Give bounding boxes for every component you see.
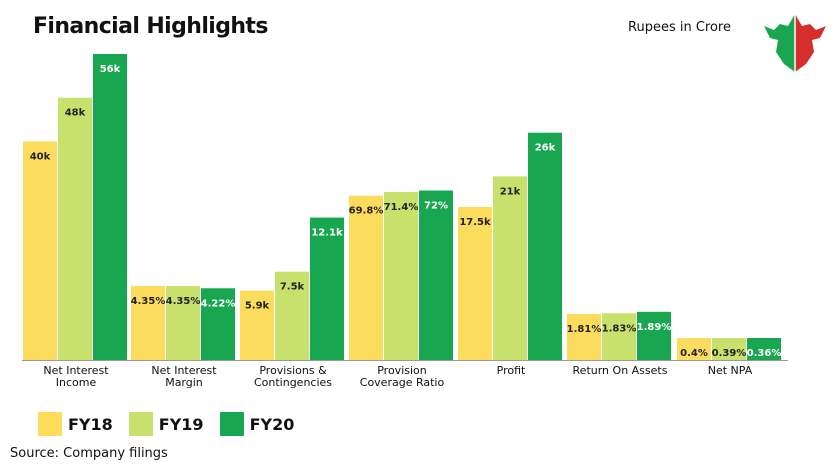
data-label: 26k [535, 143, 556, 154]
unit-note: Rupees in Crore [628, 20, 731, 35]
bar [567, 313, 601, 360]
chart-legend: FY18 FY19 FY20 [38, 412, 310, 436]
data-label: 17.5k [459, 217, 491, 228]
bar [201, 288, 235, 360]
category-label: Contingencies [254, 376, 332, 389]
legend-label-fy20: FY20 [249, 414, 295, 434]
category-label: Provisions & [259, 364, 327, 377]
data-label: 71.4% [384, 202, 419, 213]
data-label: 7.5k [280, 282, 305, 293]
bar [637, 311, 671, 360]
source-note: Source: Company filings [10, 446, 168, 461]
bar [93, 54, 127, 360]
legend-item-fy20: FY20 [219, 412, 295, 436]
data-label: 69.8% [349, 206, 384, 217]
category-label: Net Interest [43, 364, 109, 377]
data-label: 1.83% [602, 323, 637, 334]
category-label: Coverage Ratio [360, 376, 445, 389]
bar [712, 338, 746, 360]
data-label: 1.81% [567, 324, 602, 335]
page-title: Financial Highlights [33, 14, 268, 39]
category-label: Provision [377, 364, 427, 377]
data-label: 12.1k [311, 228, 343, 239]
data-label: 0.39% [712, 348, 747, 359]
legend-item-fy18: FY18 [38, 412, 113, 436]
bar [602, 313, 636, 360]
legend-label-fy18: FY18 [68, 414, 113, 434]
bar [747, 338, 781, 360]
bar [493, 176, 527, 360]
bear-logo-half [795, 14, 826, 72]
bar [528, 132, 562, 360]
category-label: Profit [497, 364, 526, 377]
data-label: 4.22% [201, 298, 236, 309]
bar [458, 207, 492, 360]
bull-logo-half [764, 14, 795, 72]
data-label: 21k [500, 186, 521, 197]
data-label: 4.35% [131, 296, 166, 307]
bar [419, 190, 453, 360]
data-label: 40k [30, 151, 51, 162]
category-label: Net NPA [708, 364, 753, 377]
bar [58, 97, 92, 360]
bar [349, 195, 383, 360]
data-label: 72% [424, 201, 448, 212]
data-label: 48k [65, 108, 86, 119]
bar [131, 286, 165, 360]
legend-item-fy19: FY19 [128, 412, 204, 436]
data-label: 0.4% [680, 348, 708, 359]
data-label: 5.9k [245, 301, 270, 312]
data-label: 0.36% [747, 348, 782, 359]
bar [384, 191, 418, 360]
bar [275, 271, 309, 360]
category-label: Net Interest [151, 364, 217, 377]
data-label: 56k [100, 64, 121, 75]
bar [677, 338, 711, 360]
data-label: 1.89% [637, 322, 672, 333]
legend-swatch-fy20 [219, 412, 244, 436]
category-label: Margin [165, 376, 203, 389]
bar [240, 290, 274, 360]
bar [166, 286, 200, 360]
bar [23, 141, 57, 360]
category-label: Return On Assets [573, 364, 668, 377]
data-label: 4.35% [166, 296, 201, 307]
legend-swatch-fy18 [38, 412, 62, 436]
bar [310, 217, 344, 360]
category-label: Income [56, 376, 97, 389]
bull-bear-logo [764, 14, 826, 72]
legend-label-fy19: FY19 [158, 414, 204, 434]
legend-swatch-fy19 [128, 412, 153, 436]
